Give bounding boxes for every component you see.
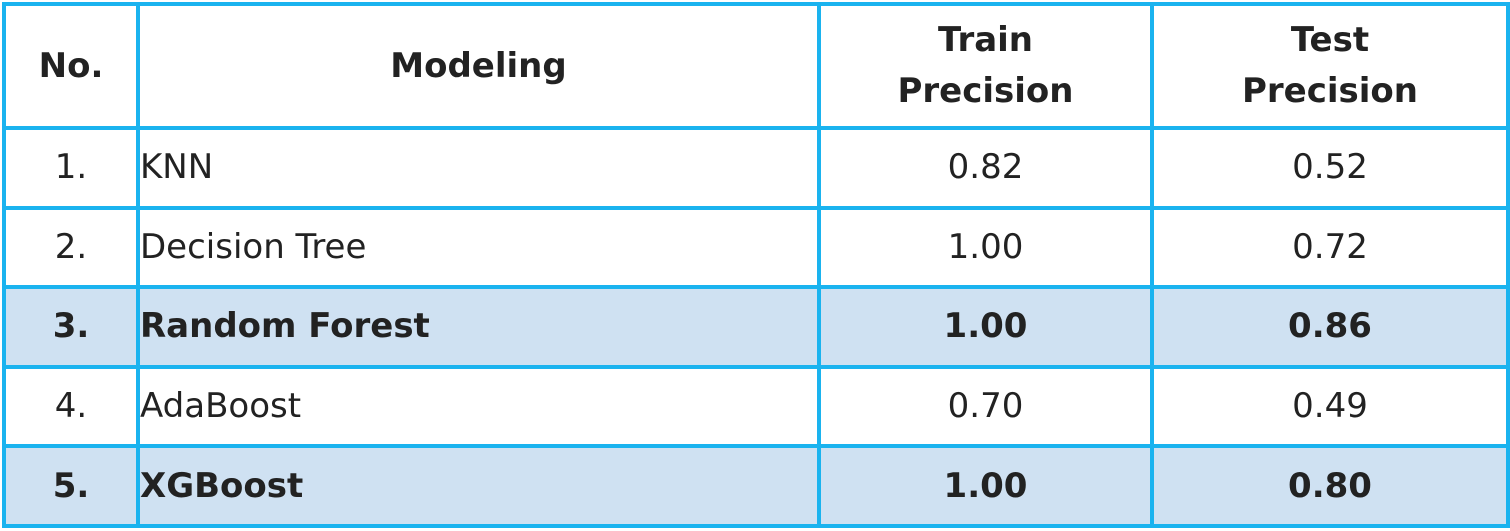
header-test-line1: Test [1290, 20, 1370, 60]
row-test-precision: 0.72 [1150, 205, 1510, 290]
row-number: 5. [2, 444, 140, 528]
table-row: 4. AdaBoost 0.70 0.49 [2, 364, 1510, 449]
row-train-precision: 1.00 [817, 444, 1154, 528]
row-train-precision: 1.00 [817, 205, 1154, 290]
table-row: 2. Decision Tree 1.00 0.72 [2, 205, 1510, 290]
row-model: KNN [136, 126, 821, 210]
row-train-precision: 1.00 [817, 285, 1154, 369]
row-model: Random Forest [136, 285, 821, 369]
row-number: 3. [2, 285, 140, 369]
table-row: 1. KNN 0.82 0.52 [2, 126, 1510, 210]
row-number: 2. [2, 205, 140, 290]
row-number: 4. [2, 364, 140, 449]
header-no: No. [2, 2, 140, 130]
row-test-precision: 0.52 [1150, 126, 1510, 210]
header-test-precision: Test Precision [1150, 2, 1510, 130]
header-modeling: Modeling [136, 2, 821, 130]
header-test-line2: Precision [1241, 71, 1418, 111]
row-model: XGBoost [136, 444, 821, 528]
row-test-precision: 0.86 [1150, 285, 1510, 369]
table-row: 3. Random Forest 1.00 0.86 [2, 285, 1510, 369]
row-train-precision: 0.70 [817, 364, 1154, 449]
header-train-line1: Train [937, 20, 1034, 60]
table-header-row: No. Modeling Train Precision Test Precis… [2, 2, 1510, 130]
row-test-precision: 0.80 [1150, 444, 1510, 528]
row-model: AdaBoost [136, 364, 821, 449]
table-row: 5. XGBoost 1.00 0.80 [2, 444, 1510, 528]
row-model: Decision Tree [136, 205, 821, 290]
row-test-precision: 0.49 [1150, 364, 1510, 449]
row-train-precision: 0.82 [817, 126, 1154, 210]
header-train-precision: Train Precision [817, 2, 1154, 130]
row-number: 1. [2, 126, 140, 210]
header-train-line2: Precision [897, 71, 1074, 111]
